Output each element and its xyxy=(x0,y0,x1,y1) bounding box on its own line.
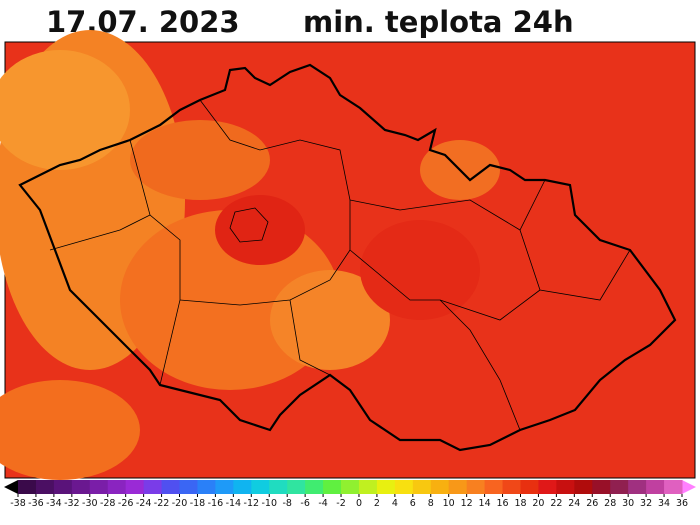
legend-swatch xyxy=(269,480,288,494)
legend-label: -10 xyxy=(261,498,277,509)
legend-label: 36 xyxy=(676,498,688,509)
legend-label: 34 xyxy=(658,498,670,509)
legend-high-arrow xyxy=(682,480,696,494)
legend-swatch xyxy=(18,480,37,494)
legend-label: 30 xyxy=(622,498,634,509)
legend-label: 24 xyxy=(568,498,580,509)
legend-label: 22 xyxy=(550,498,562,509)
legend-swatch xyxy=(35,480,55,494)
legend-swatch xyxy=(574,480,593,494)
legend-swatch xyxy=(197,480,216,494)
color-legend: -38 -36 -34 -32 -30 -28 -26 -24 -22 -20 -18 -16 -14-… xyxy=(4,480,696,509)
legend-swatch xyxy=(466,480,486,494)
legend-label: -2 xyxy=(336,498,345,509)
legend-swatch xyxy=(520,480,539,494)
legend-label: 4 xyxy=(392,498,398,509)
region-borders xyxy=(49,99,631,431)
warm-patch xyxy=(0,380,140,480)
legend-swatch xyxy=(610,480,629,494)
legend-swatch xyxy=(448,480,468,494)
legend-label: -22 xyxy=(154,498,170,509)
legend-label: -14 xyxy=(226,498,242,509)
legend-swatch xyxy=(161,480,181,494)
legend-label: -24 xyxy=(136,498,152,509)
legend-swatch xyxy=(556,480,575,494)
legend-label: 28 xyxy=(604,498,616,509)
legend-label: -28 xyxy=(100,498,116,509)
legend-swatch xyxy=(538,480,557,494)
title: min. teplota 24h xyxy=(303,5,574,39)
legend-label: -32 xyxy=(64,498,80,509)
legend-swatch xyxy=(412,480,432,494)
legend-label: -30 xyxy=(82,498,98,509)
legend-swatch xyxy=(233,480,252,494)
legend-label: 8 xyxy=(428,498,434,509)
legend-label: 14 xyxy=(479,498,491,509)
warm-patch xyxy=(130,120,270,200)
legend-label: -20 xyxy=(172,498,188,509)
map xyxy=(0,30,696,480)
legend-label: 20 xyxy=(532,498,544,509)
legend-swatch xyxy=(628,480,647,494)
legend-label: 26 xyxy=(586,498,598,509)
legend-swatch xyxy=(484,480,504,494)
legend-swatch xyxy=(305,480,324,494)
legend-swatch xyxy=(323,480,342,494)
legend-label: -18 xyxy=(190,498,206,509)
legend-label: 32 xyxy=(640,498,652,509)
legend-label: -12 xyxy=(244,498,260,509)
legend-swatch xyxy=(251,480,270,494)
warm-patch xyxy=(0,50,130,170)
legend-label: 2 xyxy=(374,498,380,509)
legend-low-arrow xyxy=(4,480,18,494)
legend-swatch xyxy=(287,480,306,494)
legend-swatch xyxy=(502,480,521,494)
legend-swatch xyxy=(664,480,683,494)
hot-patch xyxy=(360,220,480,320)
legend-label: -4 xyxy=(318,498,327,509)
legend-label: 10 xyxy=(443,498,455,509)
legend-label: -36 xyxy=(28,498,44,509)
legend-label: -34 xyxy=(46,498,62,509)
legend-label: 16 xyxy=(496,498,508,509)
legend-swatch xyxy=(646,480,665,494)
legend-swatch xyxy=(107,480,127,494)
legend-swatch xyxy=(215,480,234,494)
legend-swatch xyxy=(430,480,450,494)
legend-label: 12 xyxy=(461,498,473,509)
legend-swatch xyxy=(358,480,378,494)
legend-label: 18 xyxy=(514,498,526,509)
legend-swatch xyxy=(592,480,611,494)
legend-swatch xyxy=(376,480,396,494)
hot-patch xyxy=(215,195,305,265)
legend-swatch xyxy=(341,480,360,494)
legend-swatch xyxy=(143,480,163,494)
legend-swatch xyxy=(125,480,145,494)
legend-swatch xyxy=(179,480,198,494)
legend-label: 0 xyxy=(356,498,362,509)
legend-swatch xyxy=(394,480,414,494)
legend-swatch xyxy=(53,480,73,494)
legend-label: -38 xyxy=(10,498,26,509)
legend-swatch xyxy=(71,480,91,494)
legend-label: 6 xyxy=(410,498,416,509)
legend-label: -16 xyxy=(208,498,224,509)
legend-label: -26 xyxy=(118,498,134,509)
legend-label: -6 xyxy=(300,498,309,509)
legend-label: -8 xyxy=(282,498,291,509)
legend-swatch xyxy=(89,480,109,494)
